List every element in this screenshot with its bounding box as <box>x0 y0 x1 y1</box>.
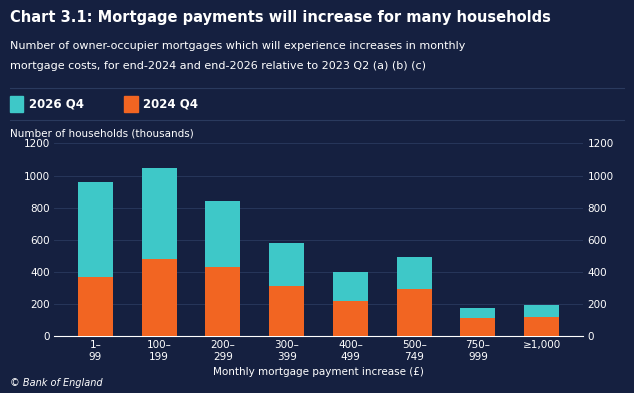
Bar <box>269 286 304 336</box>
Bar <box>397 257 432 290</box>
Bar <box>524 317 559 336</box>
Bar <box>333 272 368 301</box>
Bar <box>460 318 496 336</box>
Text: Number of owner-occupier mortgages which will experience increases in monthly: Number of owner-occupier mortgages which… <box>10 41 465 51</box>
Bar <box>397 290 432 336</box>
Bar <box>141 167 177 259</box>
Bar <box>269 243 304 286</box>
Text: Chart 3.1: Mortgage payments will increase for many households: Chart 3.1: Mortgage payments will increa… <box>10 10 550 25</box>
Text: 2026 Q4: 2026 Q4 <box>29 97 84 111</box>
Bar <box>205 201 240 267</box>
Text: Number of households (thousands): Number of households (thousands) <box>10 129 193 139</box>
Bar <box>524 305 559 317</box>
Text: 2024 Q4: 2024 Q4 <box>143 97 198 111</box>
Bar <box>78 182 113 277</box>
Bar <box>78 277 113 336</box>
Text: © Bank of England: © Bank of England <box>10 378 102 388</box>
X-axis label: Monthly mortgage payment increase (£): Monthly mortgage payment increase (£) <box>213 367 424 377</box>
Text: mortgage costs, for end-2024 and end-2026 relative to 2023 Q2 (a) (b) (c): mortgage costs, for end-2024 and end-202… <box>10 61 425 71</box>
Bar <box>141 259 177 336</box>
Bar <box>205 267 240 336</box>
Bar <box>460 308 496 318</box>
Bar <box>333 301 368 336</box>
